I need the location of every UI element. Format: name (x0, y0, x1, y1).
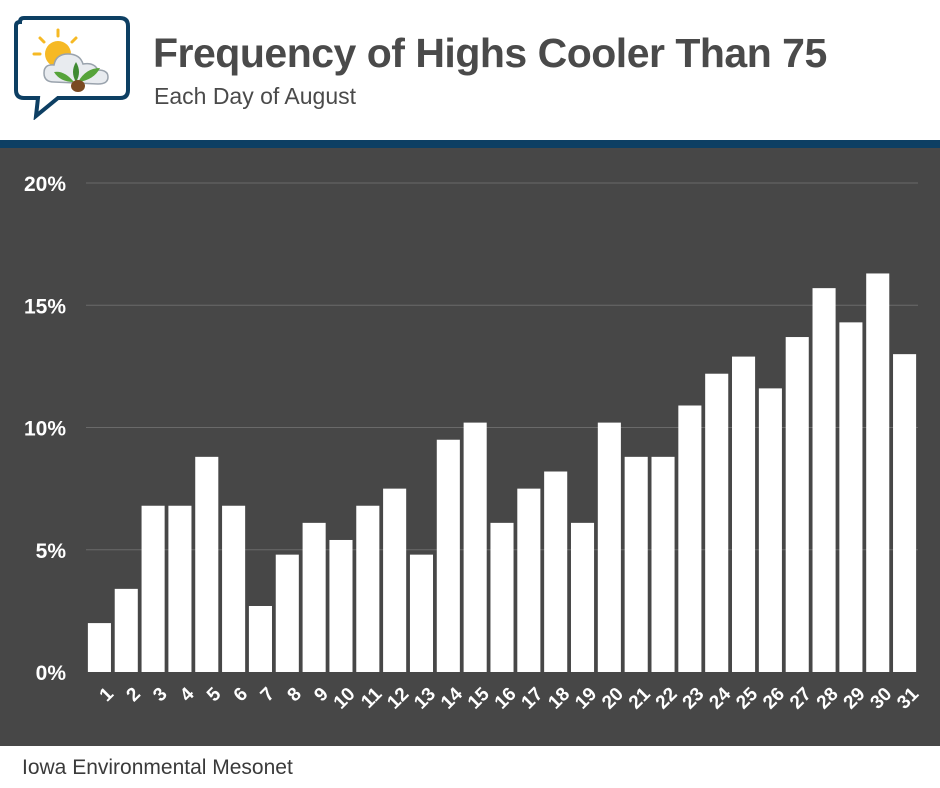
bar-day-24 (705, 373, 729, 672)
x-tick-label: 10 (330, 684, 360, 714)
bar-day-27 (785, 337, 809, 672)
bar-day-25 (732, 356, 756, 672)
x-tick-label: 1 (96, 683, 119, 706)
x-tick-label: 21 (625, 683, 655, 713)
bar-day-10 (329, 539, 353, 672)
plot-area: 0% 5% 10% 15% 20% 1 2 3 4 5 6 7 8 9 10 11 12 13 14 15 16 17 1… (0, 148, 940, 746)
x-tick-label: 14 (437, 683, 467, 713)
y-tick-label: 15% (24, 295, 66, 318)
bar-day-20 (597, 422, 621, 672)
x-tick-label: 16 (491, 684, 521, 714)
x-tick-label: 15 (464, 683, 494, 713)
chart-subtitle: Each Day of August (154, 83, 357, 109)
bar-day-9 (302, 522, 326, 672)
bar-day-7 (248, 605, 272, 672)
bar-day-31 (893, 354, 917, 672)
x-tick-label: 6 (230, 684, 252, 706)
bar-day-15 (463, 422, 487, 672)
bar-day-1 (87, 623, 111, 672)
x-tick-label: 25 (732, 683, 762, 713)
x-tick-label: 29 (840, 684, 870, 714)
x-tick-label: 28 (813, 684, 843, 714)
x-tick-label: 23 (679, 684, 709, 714)
bar-day-11 (356, 505, 380, 672)
x-tick-label: 30 (867, 684, 897, 714)
y-tick-label: 5% (36, 540, 67, 563)
chart-title: Frequency of Highs Cooler Than 75 (153, 30, 827, 76)
bar-day-4 (168, 505, 192, 672)
bars (87, 273, 917, 673)
x-tick-label: 31 (893, 683, 923, 713)
bar-day-30 (866, 273, 890, 672)
x-tick-label: 7 (257, 684, 279, 706)
x-tick-label: 19 (571, 684, 601, 714)
x-tick-label: 24 (705, 683, 735, 713)
bar-day-21 (624, 456, 648, 672)
x-tick-label: 20 (598, 684, 628, 714)
x-tick-label: 5 (203, 683, 226, 706)
bar-day-6 (222, 505, 246, 672)
footer: Iowa Environmental Mesonet (0, 746, 940, 788)
bar-day-14 (436, 439, 460, 672)
x-tick-label: 26 (759, 684, 789, 714)
y-tick-label: 20% (24, 173, 66, 196)
x-tick-label: 12 (383, 684, 413, 714)
bar-day-23 (678, 405, 702, 672)
header: Frequency of Highs Cooler Than 75 Each D… (0, 0, 940, 140)
bar-day-26 (758, 388, 782, 672)
x-tick-label: 3 (149, 684, 171, 706)
x-tick-label: 17 (518, 684, 548, 714)
bar-day-12 (383, 488, 407, 673)
bar-day-29 (839, 322, 863, 672)
bar-day-18 (544, 471, 568, 672)
logo-icon (14, 16, 130, 120)
bar-day-3 (141, 505, 165, 672)
x-tick-label: 11 (357, 683, 386, 712)
bar-day-22 (651, 456, 675, 672)
bar-day-8 (275, 554, 299, 672)
bar-day-13 (409, 554, 434, 672)
x-tick-label: 9 (310, 684, 332, 706)
x-tick-label: 22 (652, 684, 682, 714)
bar-day-2 (114, 588, 138, 672)
bar-day-16 (490, 522, 514, 672)
x-axis-ticks: 1 2 3 4 5 6 7 8 91011121314151617181920212223242… (96, 683, 924, 713)
y-tick-label: 10% (24, 418, 66, 441)
x-tick-label: 4 (176, 683, 199, 706)
bar-day-17 (517, 488, 541, 673)
bar-day-19 (570, 522, 595, 672)
x-tick-label: 13 (410, 684, 440, 714)
y-tick-label: 0% (36, 662, 67, 685)
x-tick-label: 18 (544, 684, 574, 714)
x-tick-label: 2 (123, 684, 145, 706)
x-tick-label: 27 (786, 684, 816, 714)
bar-day-28 (812, 288, 836, 672)
header-band (0, 140, 940, 148)
bar-day-5 (195, 456, 219, 672)
source-credit: Iowa Environmental Mesonet (22, 756, 293, 779)
bar-chart: 0%5%10%15%20% 1 2 3 4 5 6 7 8 910111213141516171… (24, 173, 924, 714)
x-tick-label: 8 (284, 684, 306, 706)
y-axis-ticks: 0% 5% 10% 15% 20% (24, 173, 66, 685)
